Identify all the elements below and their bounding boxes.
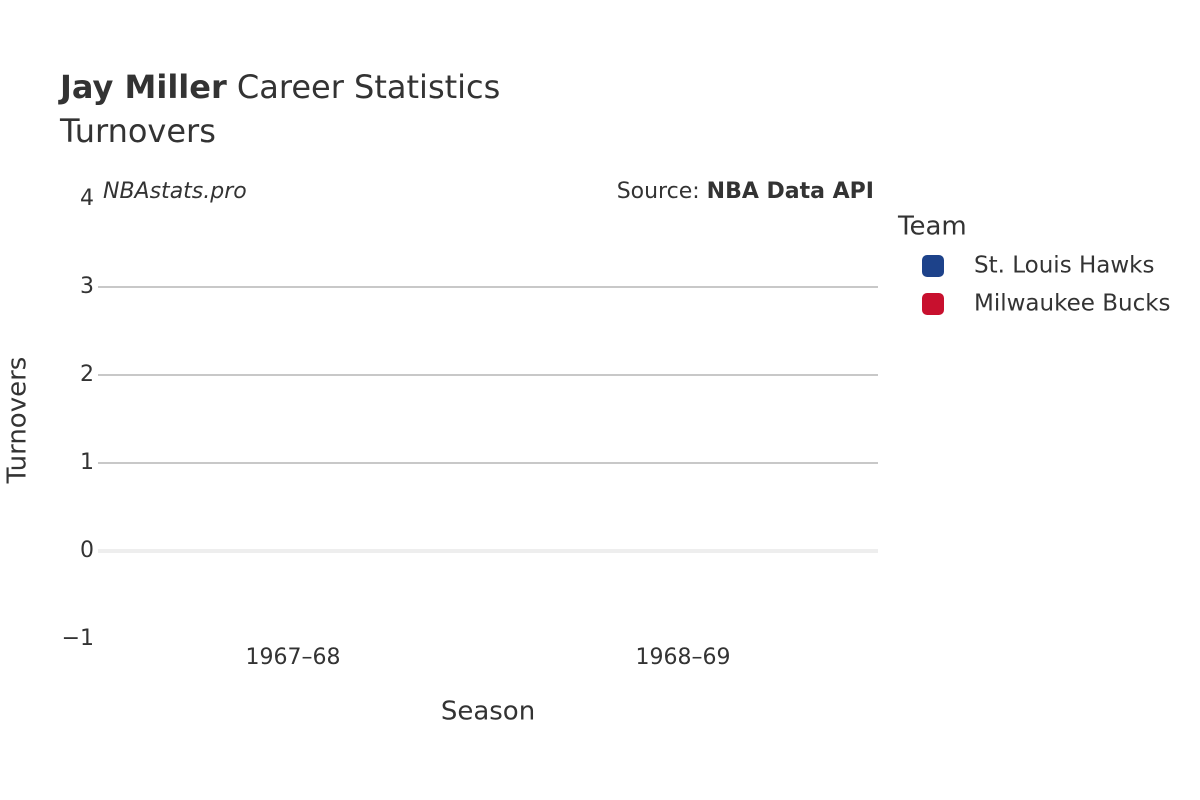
source: Source: NBA Data API xyxy=(617,179,874,204)
x-tick-label: 1968–69 xyxy=(636,645,731,670)
source-prefix: Source: xyxy=(617,179,707,204)
y-tick-label: 0 xyxy=(80,538,94,563)
x-tick-label: 1967–68 xyxy=(246,645,341,670)
title-rest: Career Statistics xyxy=(237,68,500,106)
legend-swatch xyxy=(922,293,944,315)
x-axis-label: Season xyxy=(441,697,535,727)
watermark: NBAstats.pro xyxy=(103,179,247,204)
legend-label: Milwaukee Bucks xyxy=(974,291,1171,317)
y-tick-label: 4 xyxy=(80,186,94,211)
title-name: Jay Miller xyxy=(58,68,227,106)
chart-subtitle: Turnovers xyxy=(59,112,216,150)
y-axis-label: Turnovers xyxy=(3,357,33,485)
y-tick-label: −1 xyxy=(62,626,94,651)
source-name: NBA Data API xyxy=(707,179,874,204)
y-tick-label: 3 xyxy=(80,274,94,299)
legend-label: St. Louis Hawks xyxy=(974,253,1155,279)
legend-swatch xyxy=(922,255,944,277)
y-tick-label: 1 xyxy=(80,450,94,475)
chart-title: Jay Miller Career Statistics xyxy=(58,68,500,106)
y-tick-label: 2 xyxy=(80,362,94,387)
legend-title: Team xyxy=(897,212,967,242)
